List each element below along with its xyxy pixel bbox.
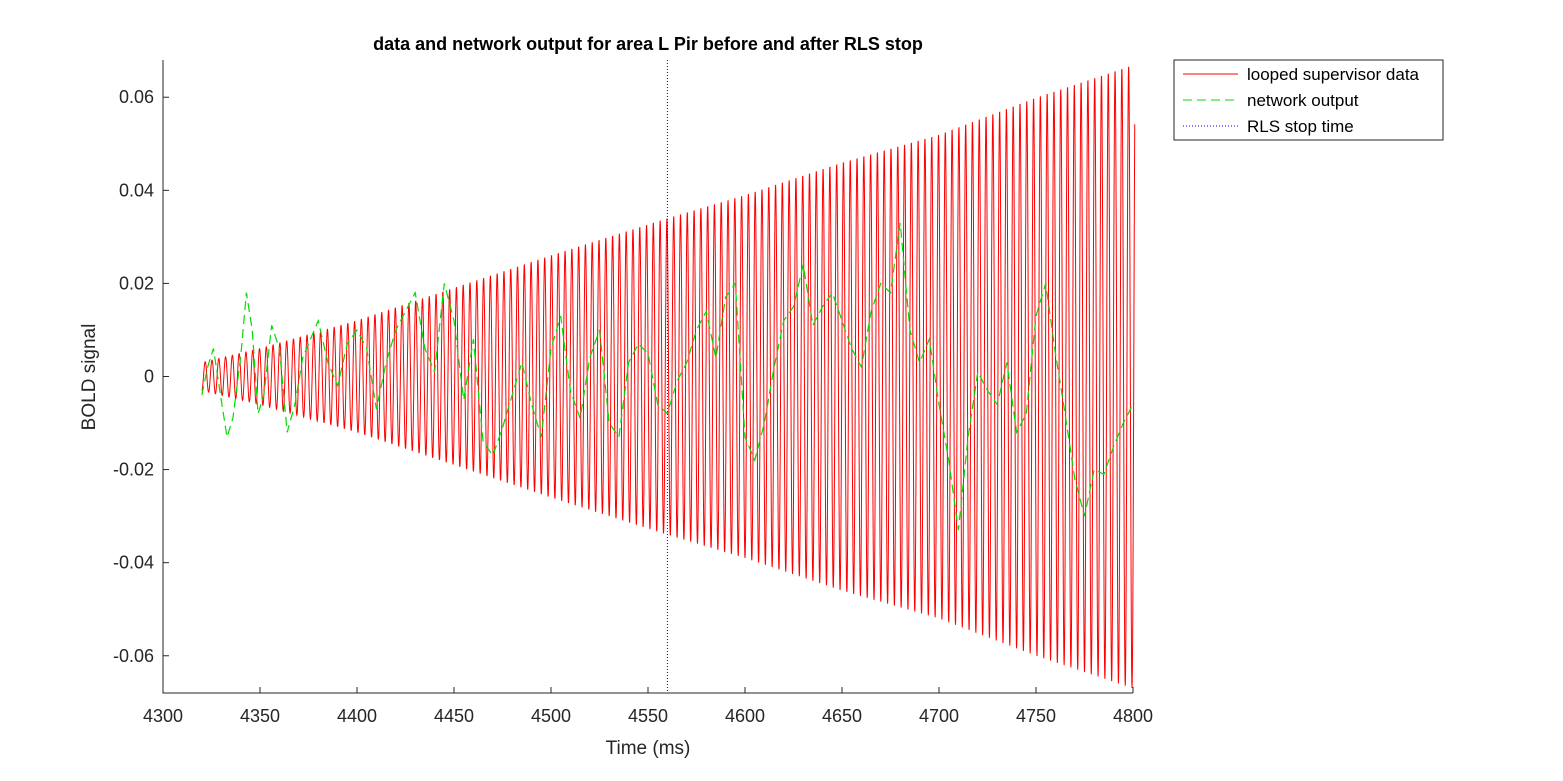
legend-item-rls: RLS stop time: [1183, 117, 1354, 136]
x-tick-label: 4750: [1016, 706, 1056, 726]
y-tick-label: -0.02: [113, 460, 154, 480]
x-tick-label: 4800: [1113, 706, 1153, 726]
y-tick-label: 0: [144, 367, 154, 387]
y-ticks: 0.06 0.04 0.02 0 -0.02 -0.04 -0.06: [113, 87, 169, 666]
y-tick-label: 0.04: [119, 180, 154, 200]
series-line-network: [201, 222, 1134, 531]
series-layer: [201, 60, 1136, 693]
y-axis-label: BOLD signal: [79, 324, 100, 431]
x-axis-label: Time (ms): [606, 738, 691, 759]
legend-item-supervisor: looped supervisor data: [1183, 65, 1420, 84]
x-tick-label: 4400: [337, 706, 377, 726]
y-tick-label: -0.06: [113, 646, 154, 666]
x-tick-label: 4350: [240, 706, 280, 726]
y-tick-label: -0.04: [113, 553, 154, 573]
chart-title: data and network output for area L Pir b…: [373, 34, 923, 54]
legend[interactable]: looped supervisor data network output RL…: [1173, 59, 1444, 141]
y-tick-label: 0.02: [119, 273, 154, 293]
x-tick-label: 4500: [531, 706, 571, 726]
x-tick-label: 4700: [919, 706, 959, 726]
legend-label-network: network output: [1247, 91, 1359, 110]
series-line-supervisor: [201, 66, 1136, 689]
x-tick-label: 4300: [143, 706, 183, 726]
plot-area: 4300 4350 4400 4450 4500 4550 4600 4650 4700 4750…: [113, 60, 1153, 726]
x-tick-label: 4450: [434, 706, 474, 726]
x-tick-label: 4650: [822, 706, 862, 726]
x-ticks: 4300 4350 4400 4450 4500 4550 4600 4650 4700 4750…: [143, 687, 1153, 726]
legend-label-rls: RLS stop time: [1247, 117, 1354, 136]
y-tick-label: 0.06: [119, 87, 154, 107]
legend-label-supervisor: looped supervisor data: [1247, 65, 1420, 84]
x-tick-label: 4550: [628, 706, 668, 726]
x-tick-label: 4600: [725, 706, 765, 726]
legend-item-network: network output: [1183, 91, 1359, 110]
